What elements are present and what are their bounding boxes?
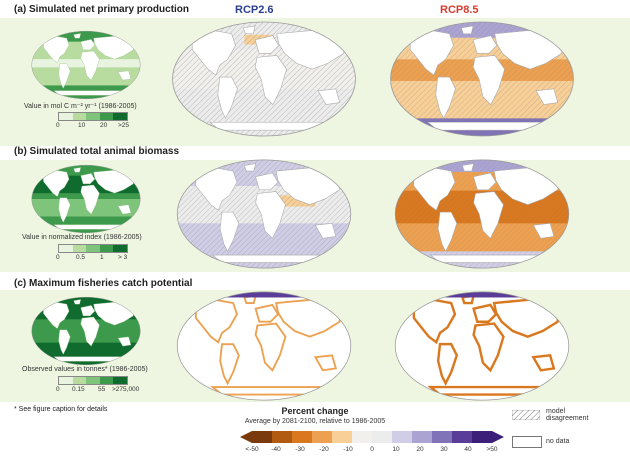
colorbar-bin bbox=[412, 431, 432, 443]
pc-tick: -20 bbox=[319, 446, 329, 453]
colorbar-bin bbox=[392, 431, 412, 443]
colorbar-bin bbox=[372, 431, 392, 443]
colorbar-bin bbox=[332, 431, 352, 443]
colorbar-bin bbox=[472, 431, 492, 443]
panel-b-rcp26-map bbox=[176, 159, 352, 269]
colorbar-left-arrow bbox=[240, 431, 252, 443]
colorbar-bin bbox=[432, 431, 452, 443]
pc-tick: 0 bbox=[370, 446, 374, 453]
panel-c-baseline-colorbar bbox=[58, 376, 128, 385]
footnote: * See figure caption for details bbox=[14, 406, 108, 413]
panel-a-title: (a) Simulated net primary production bbox=[14, 4, 190, 15]
panel-c-baseline-label: Observed values in tonnes* (1986-2005) bbox=[22, 366, 148, 373]
colorbar-bin bbox=[252, 431, 272, 443]
no-data-label: no data bbox=[546, 438, 570, 445]
colorbar-right-arrow bbox=[492, 431, 504, 443]
scenario-label-rcp26: RCP2.6 bbox=[235, 4, 274, 16]
colorbar-bin bbox=[452, 431, 472, 443]
pc-tick: -40 bbox=[271, 446, 281, 453]
panel-a-baseline-label: Value in mol C m⁻² yr⁻¹ (1986-2005) bbox=[24, 103, 137, 110]
percent-change-colorbar bbox=[240, 431, 504, 443]
scenario-label-rcp85: RCP8.5 bbox=[440, 4, 479, 16]
panel-c-rcp26-map bbox=[176, 291, 352, 401]
panel-b-baseline-map bbox=[31, 164, 141, 234]
pc-tick: <-50 bbox=[245, 446, 259, 453]
panel-c-baseline-map bbox=[31, 296, 141, 366]
pc-tick: -10 bbox=[343, 446, 353, 453]
panel-b-baseline-colorbar bbox=[58, 244, 128, 253]
panel-a-rcp26-map bbox=[172, 21, 356, 137]
model-disagreement-swatch bbox=[512, 410, 540, 420]
panel-b-baseline-label: Value in normalized index (1986-2005) bbox=[22, 234, 142, 241]
colorbar-bin bbox=[292, 431, 312, 443]
percent-change-subtitle: Average by 2081-2100, relative to 1986-2… bbox=[244, 418, 386, 425]
panel-c-title: (c) Maximum fisheries catch potential bbox=[14, 278, 193, 289]
pc-tick: 40 bbox=[464, 446, 472, 453]
pc-tick: >50 bbox=[486, 446, 498, 453]
panel-b-title: (b) Simulated total animal biomass bbox=[14, 146, 180, 157]
colorbar-bin bbox=[352, 431, 372, 443]
colorbar-bin bbox=[312, 431, 332, 443]
pc-tick: 10 bbox=[392, 446, 400, 453]
pc-tick: 30 bbox=[440, 446, 448, 453]
panel-c-rcp85-map bbox=[394, 291, 570, 401]
panel-a-rcp85-map bbox=[390, 21, 574, 137]
colorbar-bin bbox=[272, 431, 292, 443]
pc-tick: 20 bbox=[416, 446, 424, 453]
panel-a-baseline-colorbar bbox=[58, 112, 128, 121]
panel-a-baseline-map bbox=[31, 30, 141, 100]
panel-b-rcp85-map bbox=[394, 159, 570, 269]
pc-tick: -30 bbox=[295, 446, 305, 453]
percent-change-title: Percent change bbox=[281, 406, 349, 416]
no-data-swatch bbox=[512, 436, 542, 448]
model-disagreement-label: model disagreement bbox=[546, 408, 589, 422]
